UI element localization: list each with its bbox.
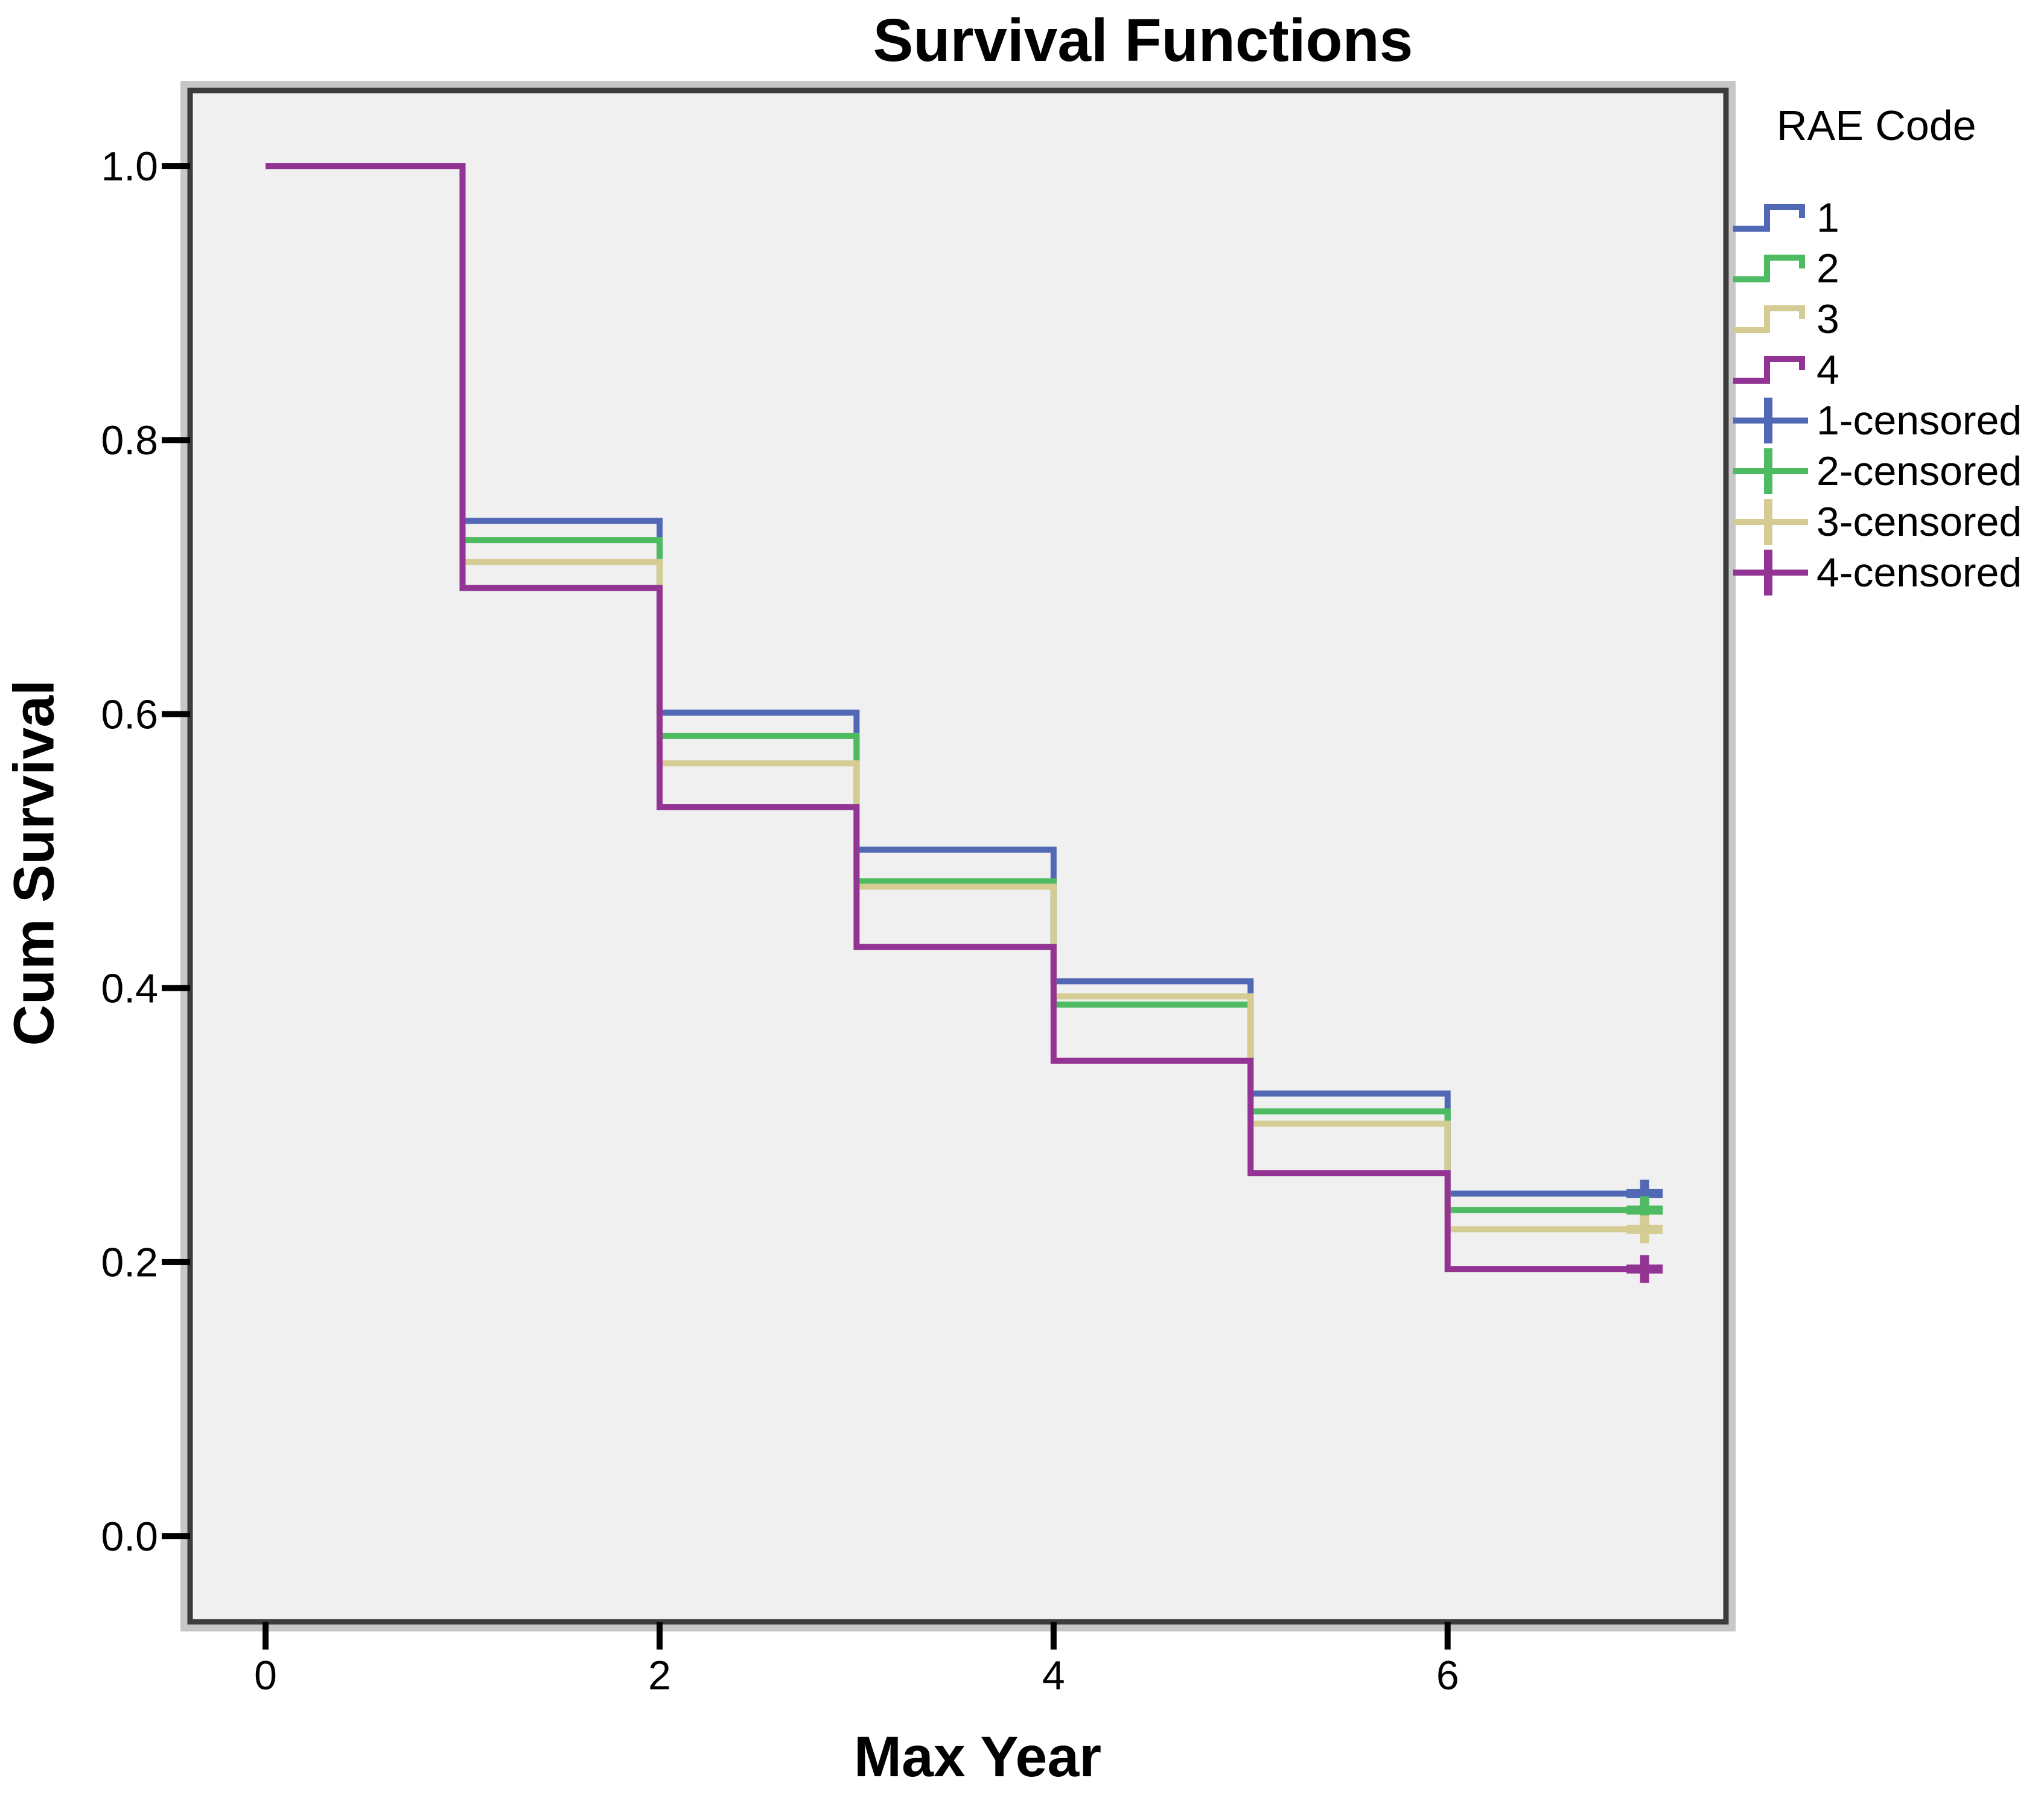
series-line-1 — [266, 163, 1645, 1197]
legend-censored-plus-icon — [1733, 448, 1808, 494]
legend-step-line-icon — [1733, 255, 1805, 282]
legend-item-2-censored: 2-censored — [1733, 446, 2022, 497]
legend-item-2: 2 — [1733, 243, 2022, 294]
legend-item-1: 1 — [1733, 192, 2022, 243]
x-tick-label: 6 — [1436, 1653, 1459, 1698]
legend-item-1-censored: 1-censored — [1733, 395, 2022, 446]
legend-item-4: 4 — [1733, 345, 2022, 395]
plot-outer-band — [180, 81, 1736, 1631]
legend-censored-plus-icon — [1733, 398, 1808, 443]
legend-item-label: 2-censored — [1816, 448, 2022, 494]
legend-item-4-censored: 4-censored — [1733, 547, 2022, 598]
legend-censored-plus-icon — [1733, 499, 1808, 545]
y-tick-label: 0.2 — [101, 1240, 158, 1286]
x-axis-title: Max Year — [853, 1725, 1102, 1789]
legend-item-label: 4-censored — [1816, 550, 2022, 596]
legend-item-3-censored: 3-censored — [1733, 497, 2022, 547]
legend-item-label: 2 — [1816, 246, 1839, 291]
y-tick-label: 1.0 — [101, 144, 158, 189]
legend-item-label: 1-censored — [1816, 398, 2022, 443]
chart-title: Survival Functions — [873, 7, 1413, 74]
series-line-2 — [266, 163, 1645, 1213]
y-tick-label: 0.4 — [101, 965, 158, 1011]
legend-step-line-icon — [1733, 356, 1805, 384]
y-tick-label: 0.8 — [101, 418, 158, 463]
x-tick-label: 4 — [1042, 1653, 1065, 1698]
legend-item-label: 4 — [1816, 347, 1839, 393]
legend-censored-plus-icon — [1733, 550, 1808, 596]
x-tick-label: 2 — [648, 1653, 671, 1698]
series-line-4 — [266, 163, 1645, 1272]
y-tick-label: 0.0 — [101, 1514, 158, 1560]
legend-item-label: 3 — [1816, 296, 1839, 342]
legend-step-line-icon — [1733, 204, 1805, 232]
x-tick-label: 0 — [254, 1653, 277, 1698]
legend-item-label: 1 — [1816, 195, 1839, 241]
series-line-3 — [266, 163, 1645, 1233]
plot-area — [187, 87, 1729, 1625]
legend-item-3: 3 — [1733, 294, 2022, 345]
legend-item-label: 3-censored — [1816, 499, 2022, 545]
legend-step-line-icon — [1733, 305, 1805, 333]
y-tick-label: 0.6 — [101, 691, 158, 737]
legend-title: RAE Code — [1777, 102, 1976, 149]
legend: 1 2 3 4 1-censored 2-censored 3-censored 4-cens… — [1733, 192, 2022, 598]
